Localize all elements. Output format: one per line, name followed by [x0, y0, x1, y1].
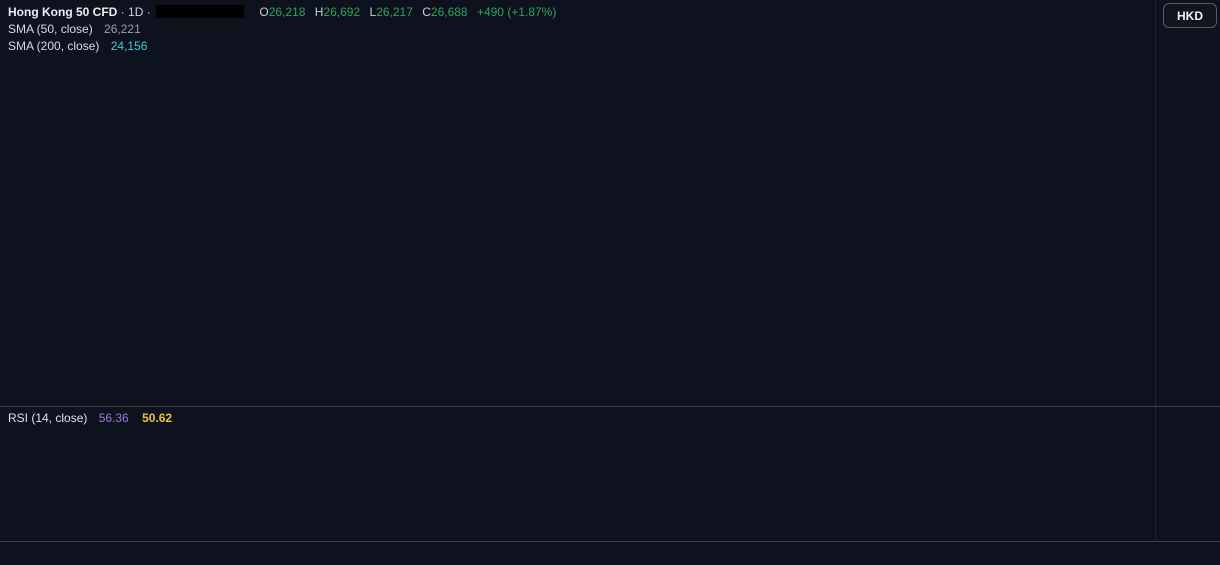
time-axis-separator: [0, 541, 1220, 542]
close-value: 26,688: [430, 5, 468, 19]
sma50-value: 26,221: [104, 22, 141, 37]
symbol-row[interactable]: Hong Kong 50 CFD · 1D · O26,218 H26,692 …: [8, 4, 556, 20]
open-label: O: [259, 5, 269, 19]
sma200-row[interactable]: SMA (200, close) 24,156: [8, 38, 556, 54]
rsi-label[interactable]: RSI (14, close): [8, 411, 88, 425]
rsi-legend-row[interactable]: RSI (14, close) 56.36 50.62: [8, 411, 172, 425]
redacted-exchange-box: [156, 5, 245, 19]
sma50-row[interactable]: SMA (50, close) 26,221: [8, 21, 556, 37]
rsi-ma-value: 50.62: [142, 411, 173, 425]
high-label: H: [314, 5, 324, 19]
change-value: +490 (+1.87%): [476, 5, 557, 19]
open-value: 26,218: [268, 5, 306, 19]
sma200-value: 24,156: [110, 39, 148, 54]
high-value: 26,692: [323, 5, 361, 19]
price-axis-border: [1155, 0, 1156, 541]
sma200-label[interactable]: SMA (200, close): [8, 39, 100, 54]
low-label: L: [369, 5, 377, 19]
sma50-label[interactable]: SMA (50, close): [8, 22, 93, 37]
pane-separator[interactable]: [0, 406, 1220, 407]
currency-toggle-button[interactable]: HKD: [1163, 3, 1217, 28]
separator-dot2: ·: [146, 5, 151, 19]
rsi-value: 56.36: [98, 411, 129, 425]
close-label: C: [422, 5, 431, 19]
symbol-title[interactable]: Hong Kong 50 CFD: [8, 5, 118, 19]
symbol-legend: Hong Kong 50 CFD · 1D · O26,218 H26,692 …: [8, 4, 556, 55]
interval-label[interactable]: 1D: [128, 5, 144, 19]
low-value: 26,217: [376, 5, 413, 19]
separator-dot: ·: [120, 5, 125, 19]
